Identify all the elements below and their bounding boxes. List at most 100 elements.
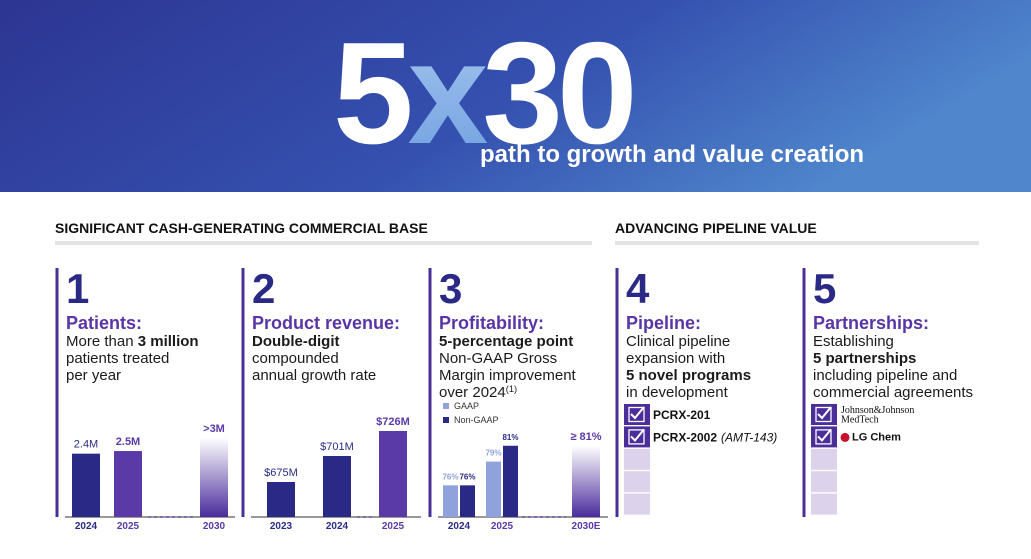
text-line: patients treated <box>66 350 169 367</box>
check-box <box>811 471 837 493</box>
text-line: 5-percentage point <box>439 333 573 350</box>
text-segment: expansion with <box>626 350 725 367</box>
x-tick-label: 2024 <box>326 521 349 532</box>
text-segment: 5 partnerships <box>813 350 916 367</box>
bar <box>267 482 295 517</box>
value-label: $726M <box>376 416 410 428</box>
text-segment: PCRX-201 <box>653 408 711 422</box>
text-line: expansion with <box>626 350 725 367</box>
text-line: Non-GAAP Gross <box>439 350 557 367</box>
text-segment: PCRX-2002 <box>653 430 717 444</box>
check-inner <box>628 406 645 423</box>
value-label: ≥ 81% <box>570 431 601 443</box>
text-line: over 2024(1) <box>439 384 517 401</box>
bar <box>486 461 501 517</box>
panel-number: 3 <box>439 265 462 312</box>
bar <box>379 431 407 517</box>
header-subtitle: path to growth and value creation <box>480 141 864 168</box>
section-rule <box>615 241 979 245</box>
check-inner <box>815 406 832 423</box>
text-segment: compounded <box>252 350 339 367</box>
bar <box>114 451 142 517</box>
x-tick-label: 2023 <box>270 521 293 532</box>
x-tick-label: 2025 <box>117 521 140 532</box>
value-label: 81% <box>502 433 518 442</box>
panel-number: 2 <box>252 265 275 312</box>
value-label: $675M <box>264 467 298 479</box>
text-segment: in development <box>626 384 729 401</box>
text-line: compounded <box>252 350 339 367</box>
text-line: commercial agreements <box>813 384 973 401</box>
text-segment: 5 novel programs <box>626 367 751 384</box>
x-tick-label: 2030E <box>572 521 601 532</box>
legend-swatch <box>443 403 449 409</box>
text-line: per year <box>66 367 121 384</box>
panel-title: Partnerships: <box>813 313 929 333</box>
panel-number: 4 <box>626 265 650 312</box>
text-segment: 3 million <box>138 333 199 350</box>
text-line: 5 novel programs <box>626 367 751 384</box>
text-segment: per year <box>66 367 121 384</box>
value-label: 76% <box>459 472 475 481</box>
text-segment: Non-GAAP Gross <box>439 350 557 367</box>
value-label: 2.5M <box>116 436 140 448</box>
x-tick-label: 2024 <box>75 521 98 532</box>
legend-label: Non-GAAP <box>454 415 499 425</box>
bar <box>72 453 100 517</box>
check-mark <box>817 428 832 442</box>
panel-title: Pipeline: <box>626 313 701 333</box>
check-inner <box>815 429 832 445</box>
panel-number: 5 <box>813 265 836 312</box>
x-tick-label: 2024 <box>448 521 471 532</box>
bar <box>323 456 351 517</box>
section-heading: ADVANCING PIPELINE VALUE <box>615 220 817 236</box>
text-line: including pipeline and <box>813 367 957 384</box>
panel-title: Product revenue: <box>252 313 400 333</box>
section-heading: SIGNIFICANT CASH-GENERATING COMMERCIAL B… <box>55 220 428 236</box>
text-line: in development <box>626 384 729 401</box>
check-box <box>624 471 650 493</box>
text-segment: Margin improvement <box>439 367 577 384</box>
bar <box>572 445 600 517</box>
value-label: 79% <box>485 449 501 458</box>
text-line: annual growth rate <box>252 367 376 384</box>
partner-name: Johnson&Johnson <box>841 405 914 416</box>
text-segment: Double-digit <box>252 333 339 350</box>
text-segment: 5-percentage point <box>439 333 573 350</box>
panel-title: Patients: <box>66 313 142 333</box>
text-line: Double-digit <box>252 333 339 350</box>
header-title: 5x30 <box>333 12 632 174</box>
text-line: Establishing <box>813 333 894 350</box>
bar <box>503 445 518 517</box>
text-segment: patients treated <box>66 350 169 367</box>
title-part: 5 <box>333 12 410 174</box>
check-mark <box>630 428 645 442</box>
text-segment: over 2024 <box>439 384 506 401</box>
x-tick-label: 2025 <box>382 521 405 532</box>
title-part: 30 <box>482 12 632 174</box>
panel-title: Profitability: <box>439 313 544 333</box>
value-label: 76% <box>442 472 458 481</box>
text-line: More than 3 million <box>66 333 199 350</box>
bar <box>200 437 228 517</box>
check-mark <box>817 406 832 420</box>
check-box <box>811 493 837 515</box>
text-segment: annual growth rate <box>252 367 376 384</box>
legend-label: GAAP <box>454 401 479 411</box>
text-segment: commercial agreements <box>813 384 973 401</box>
text-line: Clinical pipeline <box>626 333 730 350</box>
text-segment: (1) <box>506 384 517 394</box>
check-mark <box>630 406 645 420</box>
text-segment: Clinical pipeline <box>626 333 730 350</box>
value-label: 2.4M <box>74 439 98 451</box>
check-box <box>624 493 650 515</box>
text-line: 5 partnerships <box>813 350 916 367</box>
text-line: PCRX-201 <box>653 408 711 422</box>
text-segment: (AMT-143) <box>721 430 777 444</box>
title-part: x <box>408 12 488 174</box>
value-label: $701M <box>320 441 354 453</box>
section-rule <box>55 241 592 245</box>
partner-name: LG Chem <box>852 431 901 443</box>
check-box <box>624 448 650 470</box>
